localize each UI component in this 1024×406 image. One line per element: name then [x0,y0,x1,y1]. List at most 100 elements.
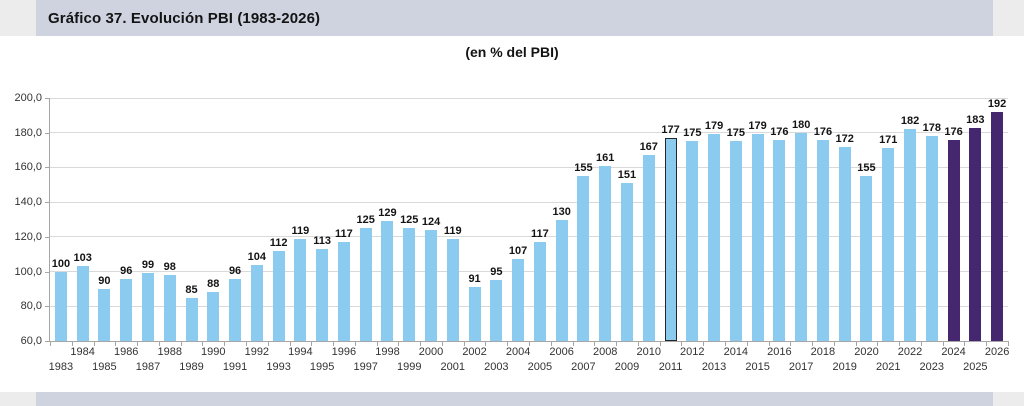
x-tick-label: 1998 [375,346,400,358]
x-axis-tick [594,342,596,346]
x-tick-label: 2013 [701,361,727,373]
y-axis-line [49,98,50,342]
x-axis-tick [463,342,465,346]
bar-value-label: 179 [748,120,767,133]
y-tick-label: 120,0 [14,230,42,243]
bar-value-label: 100 [51,257,71,270]
bar-2018 [816,139,829,341]
y-axis-tick [45,306,49,308]
bar-2007 [577,176,590,341]
x-axis-tick [202,342,204,346]
bar-2003 [490,280,503,341]
x-axis-tick [920,342,922,346]
bar-value-label: 119 [291,224,310,237]
x-tick-label: 1990 [201,346,226,358]
bar-2021 [882,148,895,341]
x-axis-tick [354,342,356,346]
top-left-corner-block [0,0,36,36]
x-axis-tick [790,342,792,346]
x-axis-tick [180,342,182,346]
bar-1993 [272,250,285,341]
x-tick-label: 2010 [636,346,661,358]
gridline [50,271,1008,273]
bar-2025 [969,127,982,341]
y-axis-tick [45,271,49,273]
bar-value-label: 179 [704,120,724,133]
x-tick-label: 2020 [854,346,879,358]
bar-1985 [98,288,111,341]
x-tick-label: 2012 [680,346,705,358]
x-axis-tick [812,342,814,346]
x-tick-label: 1992 [244,346,270,358]
bar-2026 [991,111,1004,341]
bar-value-label: 124 [421,215,441,228]
x-axis-tick [681,342,683,346]
bar-value-label: 176 [944,125,963,138]
bar-value-label: 171 [879,134,898,147]
bottom-left-corner-block [0,392,36,406]
x-tick-label: 2005 [527,361,553,373]
x-tick-label: 2017 [788,361,814,373]
bar-1997 [359,228,372,341]
bar-value-label: 130 [552,205,571,218]
x-axis-line [49,341,1009,342]
x-tick-label: 2016 [767,346,792,358]
gridline [50,305,1008,307]
x-tick-label: 1999 [397,361,422,373]
bar-value-label: 125 [356,214,375,227]
x-tick-label: 2025 [963,361,988,373]
bar-2002 [468,287,481,341]
x-tick-label: 2002 [462,346,487,358]
x-tick-label: 1984 [70,346,95,358]
bar-value-label: 180 [791,118,811,131]
bar-2010 [642,155,655,341]
bar-value-label: 117 [335,228,353,241]
bar-value-label: 182 [900,115,920,128]
bar-1999 [403,228,416,341]
bar-1987 [141,273,154,341]
bar-value-label: 104 [247,250,266,263]
bar-chart: 60,0 80,0 100,0 120,0 140,0 160,0 180,0 200,0 1… [14,92,1009,373]
y-tick-label: 100,0 [14,265,42,278]
chart-subtitle: (en % del PBI) [465,44,559,60]
x-tick-label: 2019 [832,361,857,373]
bar-value-label: 88 [207,278,220,291]
x-axis-tick [855,342,857,346]
x-axis-tick [376,342,378,346]
bar-value-label: 125 [400,214,419,227]
x-tick-label: 2001 [440,361,466,373]
bar-value-label: 175 [683,127,702,140]
bar-value-label: 151 [617,169,637,182]
gridline [50,132,1008,134]
bar-value-label: 95 [490,266,503,279]
gridline [50,201,1008,203]
bar-1990 [207,292,220,341]
x-tick-label: 2023 [919,361,945,373]
bar-value-label: 90 [98,274,111,287]
x-axis-tick [93,342,95,346]
top-right-corner-block [993,0,1024,36]
x-axis-tick [724,342,726,346]
bar-2023 [925,136,938,341]
x-axis-tick [942,342,944,346]
x-tick-label: 1987 [135,361,161,373]
x-axis-tick [1008,342,1009,346]
bar-value-label: 85 [185,283,198,296]
x-axis-tick [659,342,661,346]
x-tick-label: 2006 [549,346,574,358]
bar-value-label: 176 [770,125,789,138]
x-tick-label: 1983 [48,361,74,373]
x-tick-label: 2024 [941,346,966,358]
bar-value-label: 113 [313,235,332,248]
footer-strip [36,392,993,406]
x-tick-label: 1993 [266,361,291,373]
gridline [50,166,1008,168]
y-tick-label: 60,0 [20,335,42,347]
bar-2022 [904,129,917,341]
x-tick-label: 1989 [179,361,204,373]
bar-2008 [599,165,612,341]
bar-value-label: 167 [639,141,658,154]
x-axis-tick [137,342,139,346]
x-tick-label: 2022 [897,346,923,358]
bar-2011 [664,137,677,341]
